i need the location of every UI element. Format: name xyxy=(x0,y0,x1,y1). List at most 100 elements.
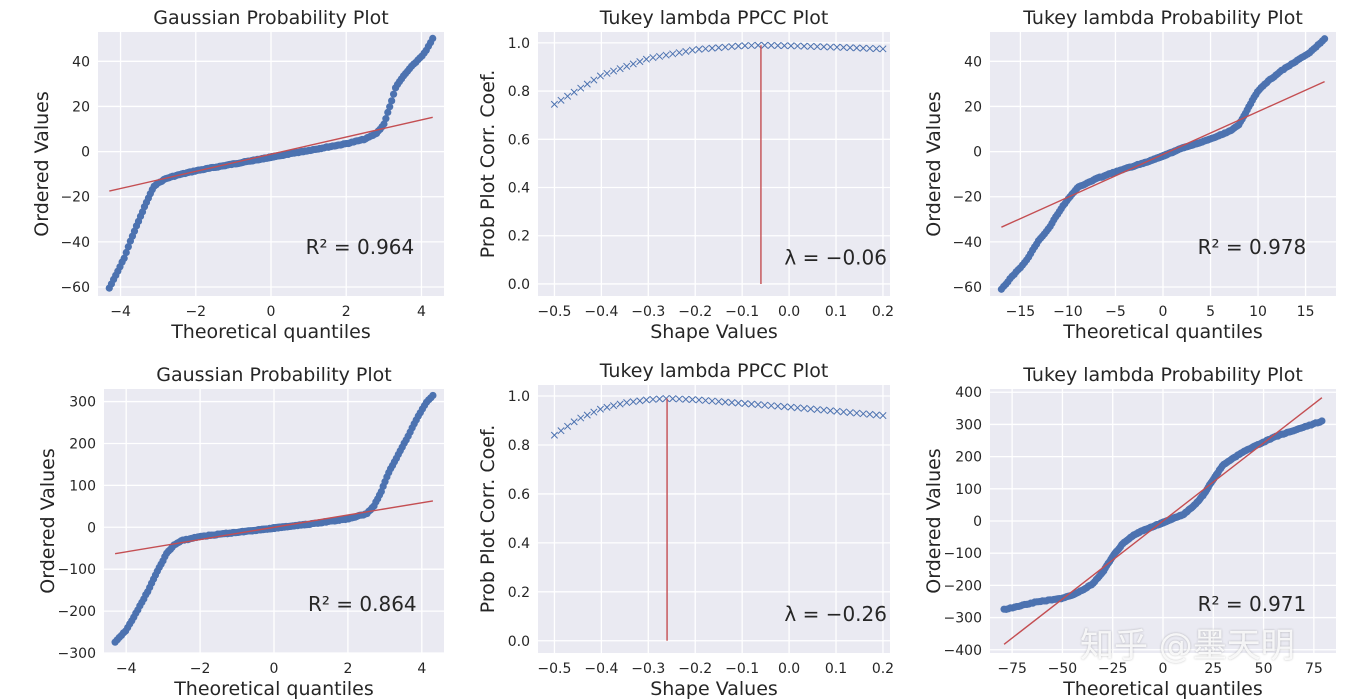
data-marker xyxy=(826,43,834,51)
data-marker xyxy=(610,402,618,410)
data-marker xyxy=(800,404,808,412)
data-marker xyxy=(610,67,618,75)
data-point xyxy=(388,97,396,105)
x-tick-label: −0.1 xyxy=(725,304,759,320)
data-marker xyxy=(741,42,749,50)
x-tick-label: −0.4 xyxy=(584,304,618,320)
data-marker xyxy=(728,43,736,51)
data-marker xyxy=(728,398,736,407)
data-marker xyxy=(557,96,565,104)
data-marker xyxy=(649,54,657,62)
y-tick-label: −40 xyxy=(952,235,982,251)
x-tick-label: 0.2 xyxy=(872,304,894,320)
data-marker xyxy=(570,418,578,426)
y-tick-label: −40 xyxy=(60,235,90,251)
data-point xyxy=(1320,35,1329,43)
x-tick-label: 10 xyxy=(1249,304,1267,320)
x-tick-label: 15 xyxy=(1297,304,1315,320)
data-marker xyxy=(793,42,802,50)
data-marker xyxy=(675,49,683,57)
data-marker xyxy=(715,397,723,406)
y-tick-label: 0.0 xyxy=(508,634,530,650)
x-axis-label: Shape Values xyxy=(650,678,778,699)
y-tick-label: 0 xyxy=(973,145,982,161)
x-tick-label: −0.5 xyxy=(537,661,571,677)
data-marker xyxy=(669,395,677,403)
data-marker xyxy=(557,427,565,435)
y-tick-label: 0.6 xyxy=(508,132,530,148)
y-tick-label: −20 xyxy=(952,190,982,206)
y-tick-label: 0 xyxy=(87,520,96,536)
data-marker xyxy=(754,401,762,409)
y-tick-label: 200 xyxy=(69,436,96,452)
data-point xyxy=(386,103,394,111)
data-marker xyxy=(636,58,644,66)
x-axis-label: Theoretical quantiles xyxy=(1062,321,1263,343)
x-tick-label: −0.5 xyxy=(537,304,571,320)
data-marker xyxy=(669,50,677,58)
data-marker xyxy=(800,42,808,50)
y-axis-label: Ordered Values xyxy=(37,448,59,593)
x-tick-label: −4 xyxy=(110,304,131,320)
data-marker xyxy=(701,396,710,405)
plot-area xyxy=(538,32,890,296)
data-marker xyxy=(807,405,815,413)
x-tick-label: 2 xyxy=(342,304,351,320)
chart-panel-3: −15 −10 −5 0 5 10 15 −60 −40 −20 0 20 40 Tukey lambda… xyxy=(923,7,1336,343)
data-marker xyxy=(636,397,644,405)
data-marker xyxy=(866,410,874,418)
data-marker xyxy=(721,43,729,51)
data-marker xyxy=(564,92,572,100)
fit-line xyxy=(109,116,433,192)
y-tick-label: −100 xyxy=(944,546,982,562)
y-tick-label: 0.4 xyxy=(508,536,530,552)
data-marker xyxy=(656,395,664,403)
data-marker xyxy=(780,403,788,411)
data-marker xyxy=(701,45,710,53)
data-marker xyxy=(675,395,683,403)
data-marker xyxy=(708,397,716,405)
data-marker xyxy=(623,62,631,70)
x-tick-label: 2 xyxy=(343,661,352,677)
data-marker xyxy=(590,76,598,84)
data-marker xyxy=(682,395,690,403)
data-marker xyxy=(774,402,782,410)
data-marker xyxy=(866,44,874,52)
x-tick-label: −0.2 xyxy=(678,304,712,320)
y-tick-label: 0.8 xyxy=(508,84,530,100)
data-marker xyxy=(649,395,657,403)
x-tick-label: −0.1 xyxy=(725,661,759,677)
data-marker xyxy=(807,42,815,50)
x-axis-label: Theoretical quantiles xyxy=(1062,678,1263,699)
fit-line xyxy=(1001,81,1325,228)
x-tick-label: −0.3 xyxy=(631,661,665,677)
data-marker xyxy=(879,45,887,53)
y-tick-label: 0.6 xyxy=(508,487,530,503)
x-tick-label: 0.0 xyxy=(778,661,800,677)
x-tick-label: −2 xyxy=(190,661,211,677)
y-tick-label: 1.0 xyxy=(508,389,530,405)
data-marker xyxy=(590,408,598,416)
x-tick-label: −75 xyxy=(997,661,1027,677)
chart-panel-6: −75 −50 −25 0 25 50 75 −400 −300 −200 −100 0 100 200 3… xyxy=(923,364,1336,699)
data-point xyxy=(429,34,437,42)
data-marker xyxy=(846,44,854,52)
x-axis-label: Shape Values xyxy=(650,321,778,343)
y-tick-label: −200 xyxy=(944,578,982,594)
y-tick-label: 400 xyxy=(955,385,982,401)
data-marker xyxy=(747,400,756,408)
y-axis-label: Prob Plot Corr. Coef. xyxy=(477,70,499,259)
y-tick-label: 20 xyxy=(72,99,90,115)
data-marker xyxy=(853,44,861,52)
y-axis-label: Ordered Values xyxy=(923,91,945,236)
data-point xyxy=(384,108,392,116)
x-tick-label: 0.1 xyxy=(825,304,847,320)
x-tick-label: 50 xyxy=(1255,661,1273,677)
data-marker xyxy=(629,398,637,406)
data-marker xyxy=(859,44,867,52)
data-marker xyxy=(734,42,742,50)
data-marker xyxy=(596,405,604,413)
data-point xyxy=(382,115,390,123)
y-axis-label: Ordered Values xyxy=(923,448,945,593)
